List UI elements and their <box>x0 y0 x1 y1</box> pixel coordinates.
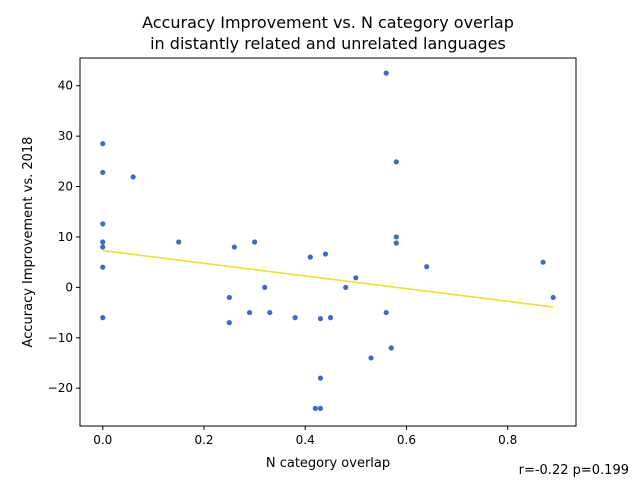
data-point <box>100 239 106 245</box>
y-tick-label: −10 <box>48 331 73 345</box>
data-point <box>353 275 359 281</box>
x-axis-ticks: 0.0 0.2 0.4 0.6 0.8 <box>93 426 517 447</box>
data-point <box>100 141 106 147</box>
data-point <box>246 309 253 316</box>
data-point <box>550 294 556 301</box>
y-tick-label: 40 <box>58 79 73 93</box>
data-point <box>388 345 394 351</box>
data-point <box>322 251 329 257</box>
data-point <box>176 239 182 245</box>
regression-line <box>102 249 554 308</box>
data-point <box>226 294 232 301</box>
chart-title-line-1: Accuracy Improvement vs. N category over… <box>142 13 514 32</box>
y-tick-label: 20 <box>58 180 73 194</box>
data-point <box>368 355 374 361</box>
y-tick-label: 0 <box>65 280 73 294</box>
data-points-layer <box>100 70 556 411</box>
data-point <box>393 159 399 165</box>
y-tick-label: 10 <box>58 230 73 244</box>
chart-title-line-2: in distantly related and unrelated langu… <box>150 34 506 53</box>
chart-title: Accuracy Improvement vs. N category over… <box>142 13 514 53</box>
data-point <box>317 405 324 411</box>
data-point <box>393 234 399 240</box>
data-point <box>252 239 258 245</box>
data-point <box>317 316 324 322</box>
regression-line-layer <box>102 249 554 308</box>
x-axis-label: N category overlap <box>266 456 390 471</box>
data-point <box>130 174 136 180</box>
plot-area-frame <box>79 57 577 427</box>
data-point <box>100 169 106 176</box>
x-tick-label: 0.6 <box>397 433 416 447</box>
data-point <box>292 315 298 321</box>
x-tick-label: 0.8 <box>498 433 517 447</box>
y-tick-label: −20 <box>48 381 73 395</box>
data-point <box>327 315 334 321</box>
data-point <box>100 244 106 250</box>
x-tick-label: 0.2 <box>194 433 213 447</box>
data-point <box>100 315 106 321</box>
y-axis-label: Accuracy Improvement vs. 2018 <box>21 137 36 348</box>
data-point <box>307 254 313 260</box>
y-tick-label: 30 <box>58 129 73 143</box>
data-point <box>424 264 430 270</box>
data-point <box>100 264 106 270</box>
data-point <box>540 259 546 265</box>
data-point <box>262 284 268 290</box>
x-tick-label: 0.0 <box>93 433 112 447</box>
data-point <box>383 309 389 316</box>
data-point <box>226 320 232 326</box>
data-point <box>231 244 237 250</box>
data-point <box>383 70 389 76</box>
data-point <box>267 309 273 316</box>
correlation-annotation: r=-0.22 p=0.199 <box>519 463 629 478</box>
y-axis-ticks: −20 −10 0 10 20 30 40 <box>48 79 80 395</box>
data-point <box>343 284 349 290</box>
data-point <box>393 240 399 246</box>
x-tick-label: 0.4 <box>296 433 315 447</box>
data-point <box>312 405 318 411</box>
data-point <box>100 221 106 227</box>
data-point <box>317 375 324 381</box>
